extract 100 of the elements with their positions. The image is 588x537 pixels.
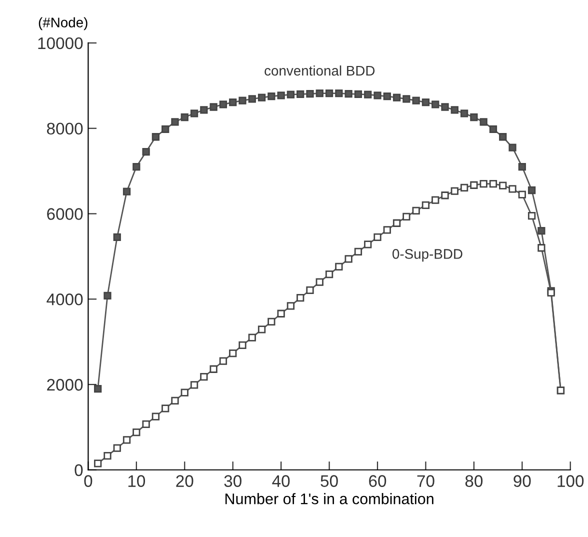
point	[190, 381, 198, 389]
point	[171, 118, 179, 126]
point	[296, 294, 304, 302]
point	[364, 240, 372, 248]
point	[508, 144, 516, 152]
point	[499, 133, 507, 141]
point	[354, 90, 362, 98]
point	[489, 180, 498, 188]
point	[450, 106, 458, 114]
point	[180, 113, 188, 122]
point	[171, 396, 179, 405]
point	[470, 181, 478, 189]
point	[335, 262, 343, 270]
point	[94, 460, 102, 468]
point	[518, 162, 526, 171]
point	[316, 90, 324, 98]
point	[162, 404, 170, 412]
y-tick-label: 4000	[46, 294, 83, 306]
point	[162, 125, 170, 134]
point	[122, 436, 131, 444]
point	[344, 255, 352, 263]
point	[354, 248, 362, 256]
point	[344, 90, 352, 98]
point	[210, 103, 218, 111]
x-tick-label: 50	[320, 475, 338, 487]
point	[402, 212, 410, 221]
point	[538, 226, 546, 235]
y-tick-label: 0	[74, 464, 83, 476]
x-tick-label: 70	[417, 475, 434, 487]
x-tick-label: 0	[84, 475, 92, 487]
point	[480, 118, 488, 126]
point	[432, 100, 440, 108]
x-tick-label: 60	[369, 475, 386, 487]
x-tick-label: 100	[558, 475, 584, 487]
y-tick-label: 10000	[38, 37, 83, 50]
point	[374, 92, 382, 100]
y-axis-title: (#Node)	[38, 17, 88, 30]
point	[518, 190, 526, 198]
point	[335, 90, 343, 98]
point	[190, 110, 198, 118]
y-tick-label: 8000	[46, 122, 83, 135]
point	[200, 372, 208, 381]
point	[383, 92, 391, 100]
x-tick-label: 30	[224, 475, 242, 487]
point	[142, 420, 150, 428]
point	[229, 98, 237, 106]
point	[132, 162, 140, 171]
point	[412, 96, 420, 104]
point	[392, 94, 401, 102]
point	[392, 219, 401, 227]
x-axis-title: Number of 1's in a combination	[225, 493, 434, 504]
point	[248, 95, 256, 103]
point	[238, 96, 246, 104]
y-tick-label: 2000	[47, 378, 83, 391]
point	[508, 185, 516, 193]
point	[219, 100, 228, 108]
point	[142, 148, 150, 156]
point	[258, 94, 266, 102]
point	[132, 428, 140, 436]
point	[450, 187, 458, 195]
point	[422, 98, 430, 106]
point	[383, 226, 391, 234]
point	[296, 90, 304, 98]
point	[364, 90, 372, 98]
point	[113, 233, 121, 242]
point	[152, 133, 160, 141]
point	[432, 196, 440, 204]
point	[152, 412, 160, 420]
point	[441, 192, 449, 200]
point	[325, 270, 334, 278]
point	[229, 350, 237, 358]
point	[277, 310, 285, 318]
point	[94, 384, 102, 393]
point	[286, 302, 295, 310]
point	[325, 90, 334, 98]
y-tick-label: 6000	[47, 208, 83, 220]
point	[470, 113, 478, 122]
point	[268, 318, 276, 326]
point	[248, 334, 256, 342]
point	[402, 95, 410, 103]
point	[268, 92, 276, 100]
point	[422, 201, 430, 210]
point	[306, 90, 314, 98]
point	[258, 326, 266, 334]
point	[104, 452, 112, 460]
point	[122, 188, 131, 196]
series-label: conventional BDD	[264, 65, 375, 76]
point	[277, 92, 285, 100]
point	[412, 206, 420, 215]
x-tick-label: 40	[272, 475, 290, 487]
x-tick-label: 90	[514, 475, 531, 487]
x-tick-label: 80	[465, 475, 483, 487]
point	[374, 233, 382, 242]
point	[538, 244, 546, 252]
point	[528, 212, 536, 220]
point	[480, 180, 488, 188]
point	[499, 182, 507, 190]
point	[460, 110, 468, 118]
point	[180, 388, 188, 396]
point	[200, 106, 208, 114]
